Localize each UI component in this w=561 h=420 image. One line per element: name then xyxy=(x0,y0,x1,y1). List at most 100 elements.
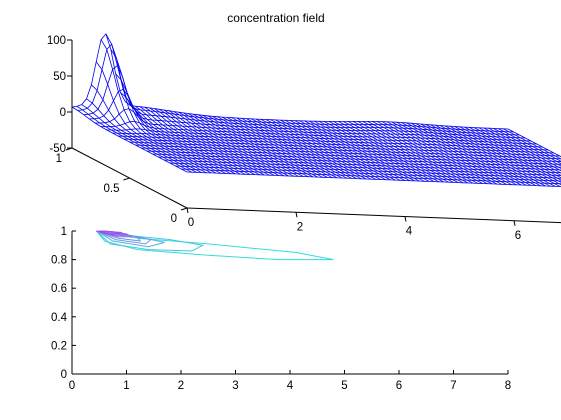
mesh-line-y xyxy=(435,124,551,187)
mesh-line-y xyxy=(299,120,415,182)
y-tick-label: 1 xyxy=(56,153,62,165)
mesh-line-y xyxy=(71,106,188,173)
mesh-line-y xyxy=(125,101,241,175)
mesh-line-y xyxy=(178,111,294,177)
mesh-line-y xyxy=(231,117,348,179)
mesh-line-y xyxy=(81,104,197,173)
x-tick xyxy=(186,207,189,214)
mesh-line-y xyxy=(134,105,251,175)
mesh-line-y xyxy=(425,124,541,187)
mesh-line-y xyxy=(357,121,473,184)
mesh-line-y xyxy=(168,110,285,177)
mesh-line-y xyxy=(154,108,270,176)
mesh-line-y xyxy=(430,124,546,187)
contour-y-tick-label: 0.2 xyxy=(51,340,67,352)
mesh-line-y xyxy=(338,121,454,183)
x-axis-line xyxy=(186,207,561,224)
mesh-line-y xyxy=(406,122,522,186)
mesh-line-y xyxy=(158,108,275,176)
mesh-line-y xyxy=(265,119,381,180)
mesh-line-y xyxy=(323,121,440,183)
contour-lines xyxy=(96,230,334,261)
y-tick xyxy=(123,177,130,181)
mesh-line-y xyxy=(483,127,561,169)
x-tick-label: 6 xyxy=(515,230,521,242)
y-tick-label: 0 xyxy=(171,213,177,225)
contour-y-tick-label: 0.6 xyxy=(51,283,67,295)
mesh-line-y xyxy=(449,125,561,186)
mesh-line-y xyxy=(377,121,493,185)
mesh-line-y xyxy=(129,104,246,175)
mesh-line-y xyxy=(396,121,512,186)
mesh-line-y xyxy=(255,118,372,180)
x-tick xyxy=(404,216,407,222)
mesh-line-y xyxy=(488,127,561,167)
y-tick-label: 0.5 xyxy=(104,183,120,195)
mesh-line-y xyxy=(386,121,503,185)
mesh-line-y xyxy=(76,106,192,173)
mesh-line-y xyxy=(309,120,425,182)
mesh-line-y xyxy=(459,126,561,181)
chart-title: concentration field xyxy=(227,11,324,25)
mesh-line-y xyxy=(105,33,222,174)
mesh-line-y xyxy=(304,120,420,182)
contour-x-tick-label: 8 xyxy=(505,380,511,392)
contour-x-tick-label: 4 xyxy=(287,380,294,392)
z-tick-label: -50 xyxy=(49,143,66,155)
mesh-line-y xyxy=(473,127,561,174)
mesh-line-y xyxy=(352,121,469,184)
x-tick-label: 2 xyxy=(297,221,303,233)
mesh-line-y xyxy=(391,121,507,185)
x-tick xyxy=(513,220,516,226)
mesh-line-y xyxy=(347,121,464,184)
mesh-line-y xyxy=(314,120,430,182)
contour-axes: 0 1 2 3 4 5 6 7 8 0 0.2 0.4 0.6 0.8 1 xyxy=(51,226,511,392)
mesh-line-y xyxy=(95,61,212,174)
contour-x-tick-label: 2 xyxy=(178,380,184,392)
mesh-line-y xyxy=(440,125,556,187)
mesh-line-y xyxy=(251,118,367,180)
mesh-line-y xyxy=(493,128,561,165)
mesh-line-y xyxy=(197,114,314,178)
mesh-line-y xyxy=(86,98,202,173)
mesh-line-y xyxy=(444,125,561,187)
mesh-line-y xyxy=(478,127,561,172)
mesh-line-y xyxy=(217,116,333,179)
y-tick xyxy=(65,147,73,151)
mesh-line-y xyxy=(318,120,435,182)
mesh-line-y xyxy=(260,118,377,180)
mesh-line-y xyxy=(410,122,527,186)
surface-mesh xyxy=(71,33,561,187)
mesh-line-y xyxy=(420,123,536,186)
mesh-line-y xyxy=(241,117,357,179)
z-tick-label: 50 xyxy=(53,71,66,83)
mesh-line-y xyxy=(91,84,207,174)
mesh-line-y xyxy=(328,121,444,183)
mesh-line-y xyxy=(120,92,236,175)
mesh-line-y xyxy=(183,112,299,177)
mesh-line-y xyxy=(469,126,561,176)
contour-x-tick-label: 6 xyxy=(396,380,402,392)
mesh-line-y xyxy=(110,49,226,174)
mesh-line-y xyxy=(367,121,483,184)
contour-x-tick-label: 7 xyxy=(450,380,456,392)
x-tick-label: 0 xyxy=(188,217,194,229)
x-tick-label: 4 xyxy=(406,226,413,238)
contour-x-tick-label: 5 xyxy=(341,380,347,392)
mesh-line-y xyxy=(173,111,289,177)
mesh-line-y xyxy=(192,113,309,178)
contour-y-tick-label: 0 xyxy=(61,369,67,381)
z-tick-label: 0 xyxy=(60,107,66,119)
mesh-line-y xyxy=(343,121,459,183)
contour-y-tick-label: 1 xyxy=(61,226,67,238)
mesh-line-y xyxy=(285,119,401,181)
mesh-line-y xyxy=(207,115,323,178)
mesh-line-x xyxy=(83,64,520,136)
mesh-line-y xyxy=(280,119,396,181)
mesh-line-y xyxy=(401,122,517,186)
mesh-line-y xyxy=(246,118,362,180)
mesh-line-y xyxy=(149,107,265,176)
z-tick-label: 100 xyxy=(47,35,66,47)
